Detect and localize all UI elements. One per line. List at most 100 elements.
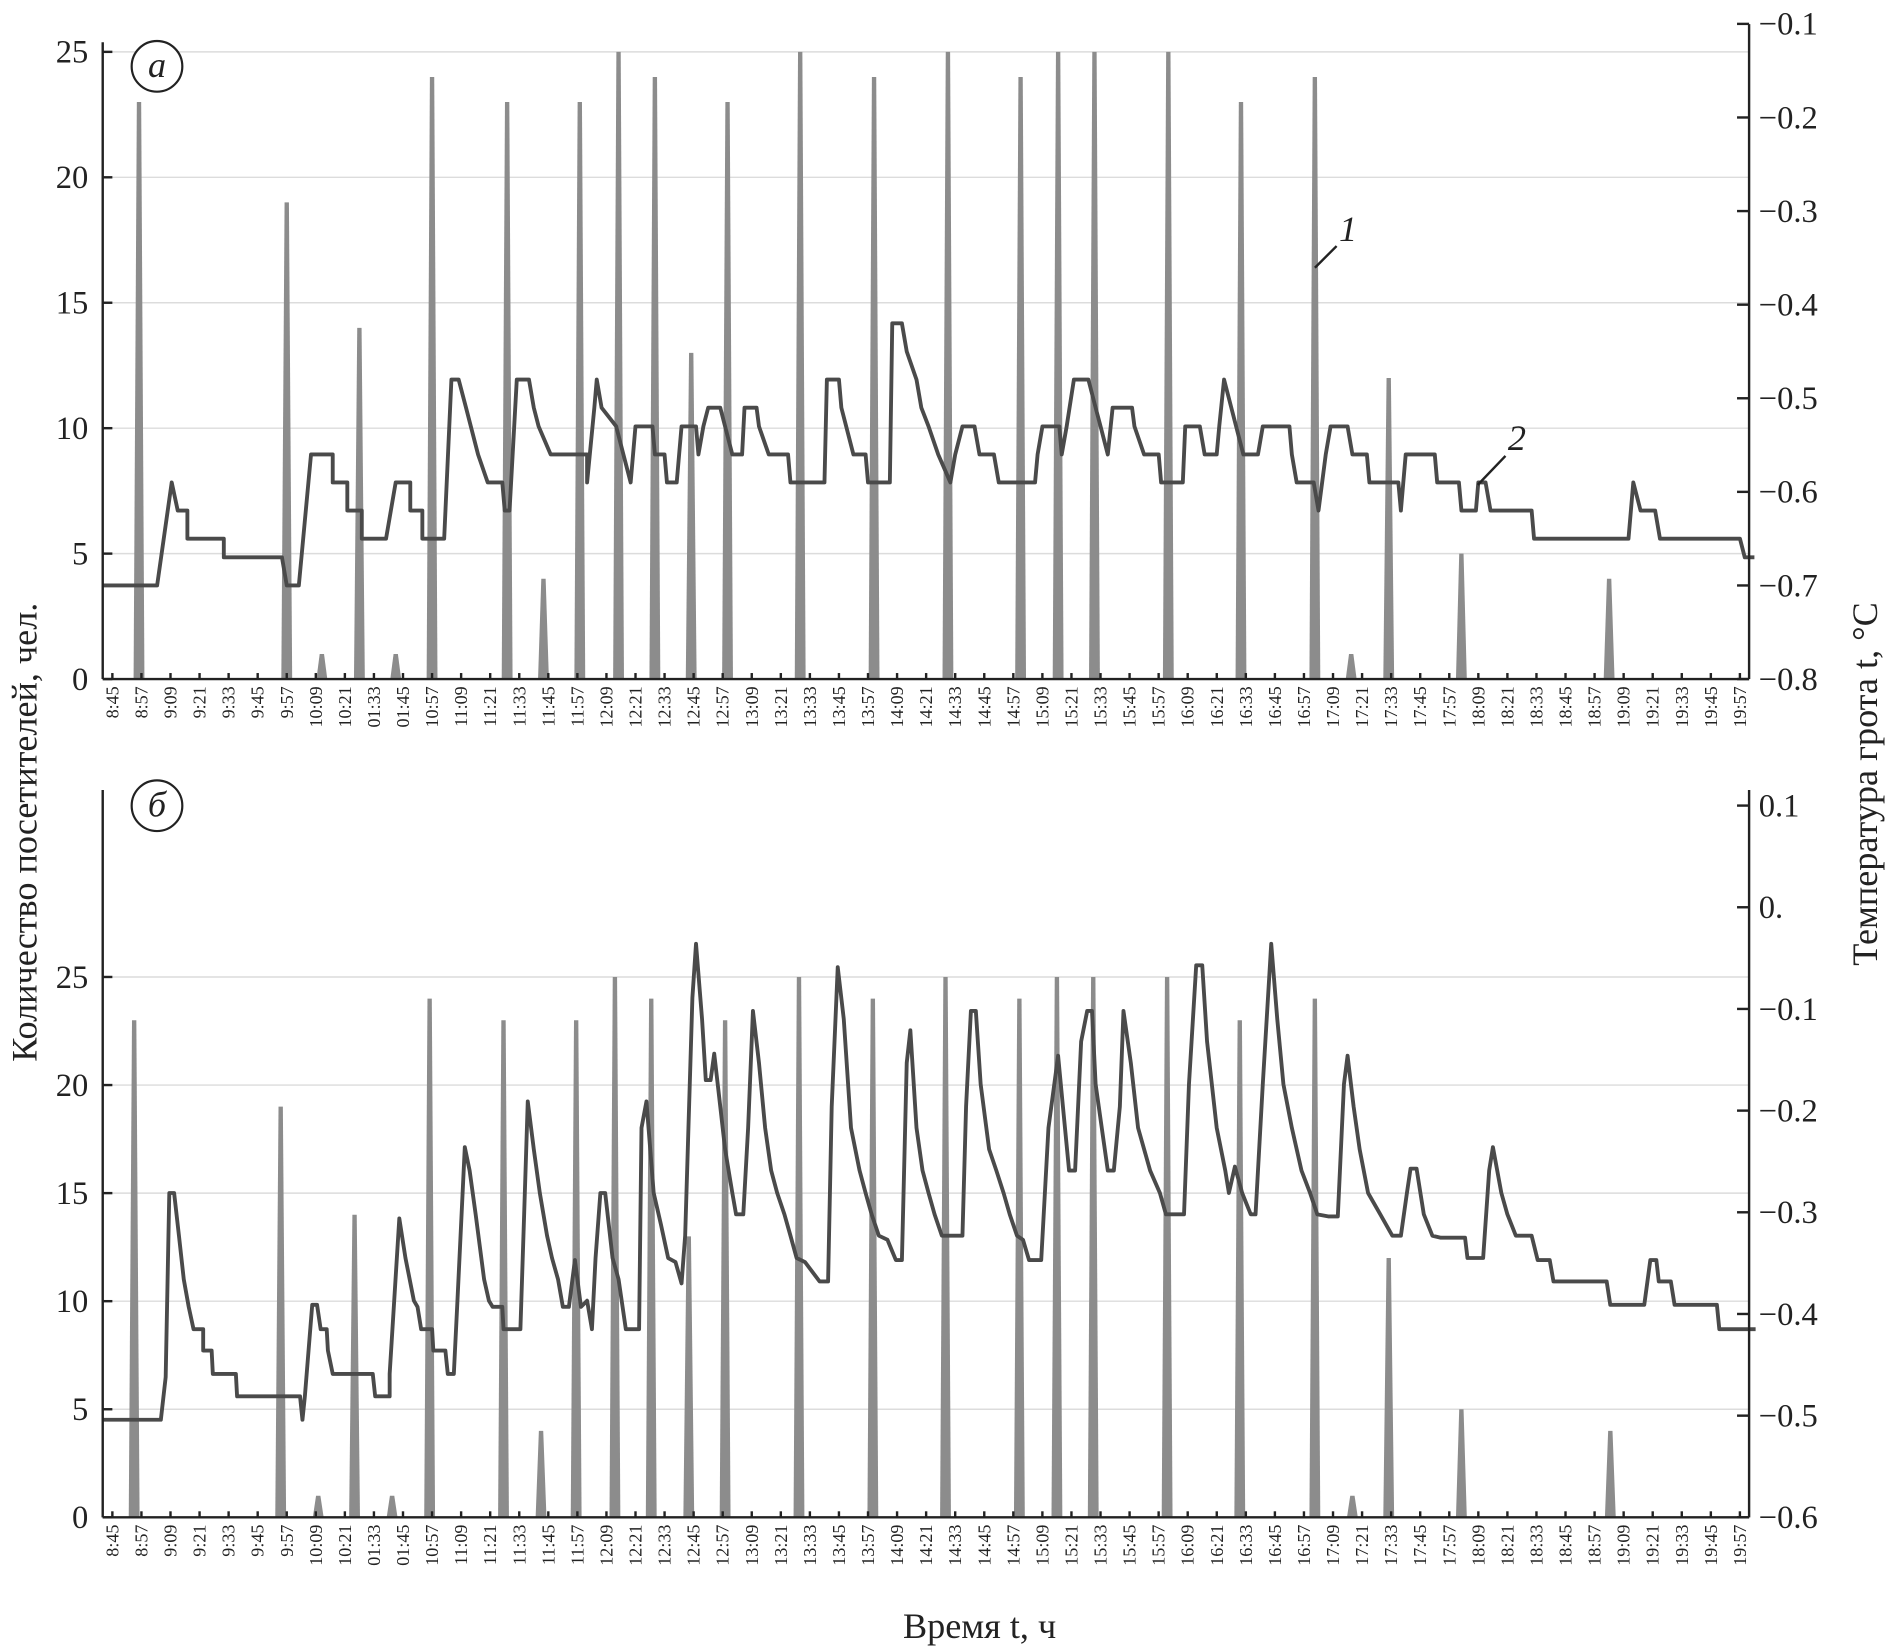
x-tick-label: 17:09 — [1323, 1525, 1343, 1566]
x-tick-label: 17:21 — [1352, 686, 1372, 727]
annotation-1: 1 — [1314, 209, 1357, 269]
panel-b-letter: б — [148, 785, 168, 825]
x-tick-label: 13:45 — [829, 1525, 849, 1566]
x-tick-label: 16:21 — [1207, 686, 1227, 727]
x-tick-label: 10:09 — [306, 1525, 326, 1566]
visitor-bar — [424, 998, 436, 1518]
temperature-line — [102, 941, 1756, 1422]
visitor-bar — [390, 653, 402, 680]
visitor-bar — [793, 976, 805, 1518]
x-tick-label: 9:57 — [277, 1525, 297, 1557]
y-tick-label: 0 — [72, 662, 88, 698]
x-tick-label: 14:09 — [887, 1525, 907, 1566]
x-tick-label: 18:33 — [1526, 1525, 1546, 1566]
x-tick-label: 15:21 — [1061, 686, 1081, 727]
x-tick-label: 8:45 — [102, 686, 122, 718]
x-tick-label: 19:33 — [1672, 1525, 1692, 1566]
x-tick-label: 15:21 — [1061, 1525, 1081, 1566]
visitor-bar — [535, 1430, 547, 1518]
visitor-bar — [940, 976, 951, 1518]
x-tick-label: 18:57 — [1585, 686, 1605, 727]
visitor-bar — [128, 1020, 140, 1518]
x-axis-label: Время t, ч — [903, 1606, 1056, 1646]
y-tick-label: 20 — [56, 1068, 89, 1104]
x-tick-label: 9:33 — [219, 1525, 239, 1557]
visitor-bar — [1052, 51, 1064, 680]
x-tick-label: 11:21 — [480, 1525, 500, 1566]
y-tick-label: 10 — [56, 411, 89, 447]
y-tick-label: 5 — [72, 536, 88, 572]
x-tick-label: 15:09 — [1032, 1525, 1052, 1566]
x-tick-label: 12:57 — [713, 686, 733, 727]
x-tick-label: 13:33 — [800, 1525, 820, 1566]
visitor-bar — [1604, 1430, 1616, 1518]
x-tick-label: 16:33 — [1236, 1525, 1256, 1566]
y-right-tick-label: −0.8 — [1759, 662, 1818, 698]
x-tick-label: 16:21 — [1207, 1525, 1227, 1566]
x-tick-label: 16:33 — [1236, 686, 1256, 727]
y-right-tick-label: −0.1 — [1759, 7, 1818, 43]
x-tick-label: 19:57 — [1730, 1525, 1750, 1566]
annotation-2-text: 2 — [1508, 418, 1526, 458]
y-axis-right-label: Температура грота t, °C — [1845, 602, 1885, 965]
visitor-bar — [683, 1236, 695, 1518]
annotation-1-text: 1 — [1339, 209, 1357, 249]
visitor-bar — [275, 1106, 287, 1518]
visitor-bar — [645, 998, 657, 1518]
x-tick-label: 13:57 — [858, 686, 878, 727]
x-tick-label: 12:45 — [684, 686, 704, 727]
x-tick-label: 01:33 — [364, 686, 384, 727]
x-tick-label: 11:45 — [538, 1525, 558, 1566]
x-tick-label: 17:33 — [1381, 1525, 1401, 1566]
x-tick-label: 8:57 — [131, 1525, 151, 1557]
visitor-bar — [722, 102, 733, 680]
x-tick-label: 12:21 — [626, 1525, 646, 1566]
x-tick-label: 12:45 — [684, 1525, 704, 1566]
x-tick-label: 13:21 — [771, 686, 791, 727]
x-tick-label: 15:33 — [1091, 686, 1111, 727]
x-tick-label: 15:45 — [1120, 1525, 1140, 1566]
visitor-bar — [1309, 998, 1321, 1518]
x-tick-label: 12:57 — [713, 1525, 733, 1566]
x-tick-label: 14:21 — [916, 1525, 936, 1566]
x-tick-label: 17:45 — [1410, 686, 1430, 727]
y-right-tick-label: −0.5 — [1759, 1399, 1818, 1435]
x-tick-label: 17:21 — [1352, 1525, 1372, 1566]
x-tick-label: 16:45 — [1265, 686, 1285, 727]
x-tick-label: 18:45 — [1556, 686, 1576, 727]
x-tick-label: 13:21 — [771, 1525, 791, 1566]
visitor-bar — [1455, 1409, 1467, 1518]
x-tick-label: 17:33 — [1381, 686, 1401, 727]
y-tick-label: 25 — [56, 35, 89, 71]
x-tick-label: 10:57 — [422, 686, 442, 727]
y-right-tick-label: −0.3 — [1759, 1195, 1818, 1231]
visitor-bar — [1455, 553, 1467, 680]
x-tick-label: 13:45 — [829, 686, 849, 727]
y-right-tick-label: −0.2 — [1759, 1093, 1818, 1129]
y-axis-label: Количество посетителей, чел. — [4, 603, 44, 1062]
visitor-bar — [942, 51, 954, 680]
x-tick-label: 11:09 — [451, 1525, 471, 1566]
y-right-tick-label: −0.5 — [1759, 381, 1818, 417]
x-tick-label: 11:57 — [567, 1525, 587, 1566]
visitor-bar — [1346, 1495, 1358, 1518]
x-tick-label: 8:57 — [131, 686, 151, 718]
visitor-bar — [574, 102, 586, 680]
x-tick-label: 15:57 — [1149, 686, 1169, 727]
x-tick-label: 9:45 — [248, 1525, 268, 1557]
x-tick-label: 17:45 — [1410, 1525, 1430, 1566]
x-tick-label: 18:45 — [1556, 1525, 1576, 1566]
x-tick-label: 15:33 — [1091, 1525, 1111, 1566]
x-tick-label: 13:57 — [858, 1525, 878, 1566]
x-tick-label: 16:57 — [1294, 686, 1314, 727]
visitor-bar — [685, 352, 697, 680]
x-tick-label: 18:21 — [1497, 1525, 1517, 1566]
visitor-bar — [426, 76, 438, 680]
visitor-bar — [1235, 102, 1247, 680]
visitor-bar — [1162, 51, 1174, 680]
x-tick-label: 9:09 — [161, 1525, 181, 1557]
y-tick-label: 15 — [56, 286, 89, 322]
x-tick-label: 12:09 — [596, 686, 616, 727]
x-tick-label: 19:57 — [1730, 686, 1750, 727]
